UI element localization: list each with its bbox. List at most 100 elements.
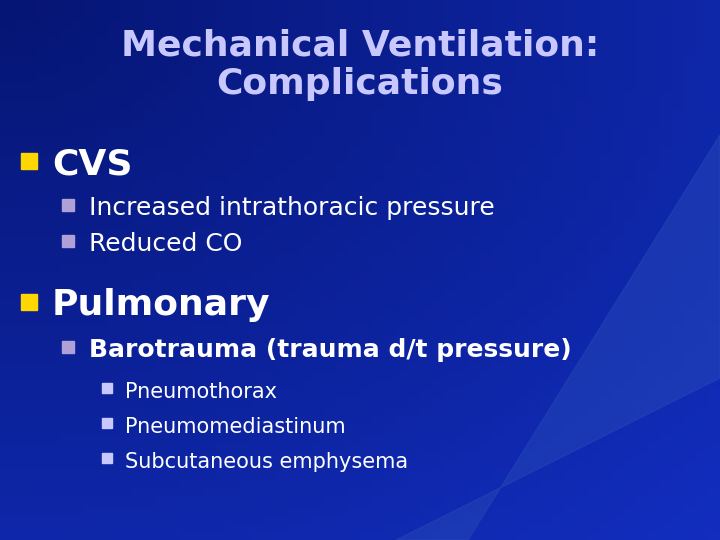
Bar xyxy=(456,162,468,171)
Bar xyxy=(696,513,708,522)
Bar xyxy=(0,360,12,369)
Bar xyxy=(0,387,12,396)
Bar xyxy=(264,351,276,360)
Bar xyxy=(696,414,708,423)
Bar xyxy=(540,360,552,369)
Bar xyxy=(72,72,84,81)
Bar xyxy=(384,144,396,153)
Bar xyxy=(300,468,312,477)
Bar xyxy=(432,306,444,315)
Bar xyxy=(12,198,24,207)
Bar xyxy=(372,162,384,171)
Bar xyxy=(84,81,96,90)
Bar xyxy=(252,414,264,423)
Bar xyxy=(672,423,684,432)
Bar xyxy=(132,198,144,207)
Bar xyxy=(540,216,552,225)
Bar xyxy=(420,486,432,495)
Bar xyxy=(624,504,636,513)
Bar xyxy=(636,189,648,198)
Bar xyxy=(324,342,336,351)
Bar xyxy=(120,270,132,279)
Bar xyxy=(96,63,108,72)
Bar xyxy=(684,315,696,324)
Bar xyxy=(432,18,444,27)
Bar xyxy=(228,333,240,342)
Bar xyxy=(120,459,132,468)
Bar xyxy=(384,486,396,495)
Bar xyxy=(96,153,108,162)
Bar xyxy=(360,504,372,513)
Bar xyxy=(144,459,156,468)
Bar xyxy=(456,477,468,486)
Bar xyxy=(132,279,144,288)
Bar xyxy=(240,144,252,153)
Bar xyxy=(408,99,420,108)
Bar xyxy=(312,252,324,261)
Bar xyxy=(288,423,300,432)
Bar xyxy=(192,63,204,72)
Bar xyxy=(252,18,264,27)
Bar xyxy=(420,513,432,522)
Bar xyxy=(696,378,708,387)
Bar xyxy=(120,297,132,306)
Bar xyxy=(468,387,480,396)
Bar xyxy=(96,36,108,45)
Bar xyxy=(540,72,552,81)
Bar xyxy=(396,468,408,477)
Bar xyxy=(696,342,708,351)
Bar xyxy=(324,135,336,144)
Bar xyxy=(648,189,660,198)
Bar xyxy=(648,126,660,135)
Bar xyxy=(96,351,108,360)
Bar xyxy=(240,153,252,162)
Bar xyxy=(240,414,252,423)
Bar xyxy=(456,441,468,450)
Bar xyxy=(276,171,288,180)
Bar xyxy=(60,459,72,468)
Bar xyxy=(252,486,264,495)
Bar xyxy=(60,396,72,405)
Bar xyxy=(540,180,552,189)
Bar xyxy=(516,162,528,171)
Bar xyxy=(288,378,300,387)
Bar xyxy=(168,315,180,324)
Bar xyxy=(432,144,444,153)
Bar xyxy=(168,27,180,36)
Bar xyxy=(192,99,204,108)
Bar xyxy=(624,207,636,216)
Bar xyxy=(660,18,672,27)
Bar xyxy=(588,468,600,477)
Bar xyxy=(348,360,360,369)
Bar xyxy=(432,495,444,504)
Bar xyxy=(324,126,336,135)
Bar xyxy=(336,432,348,441)
Bar xyxy=(252,324,264,333)
Bar xyxy=(120,45,132,54)
Bar xyxy=(96,369,108,378)
Bar xyxy=(684,513,696,522)
Bar xyxy=(648,45,660,54)
Bar xyxy=(468,0,480,9)
Bar xyxy=(468,18,480,27)
Bar xyxy=(144,108,156,117)
Bar xyxy=(648,207,660,216)
Bar xyxy=(228,63,240,72)
Bar xyxy=(624,117,636,126)
Bar xyxy=(24,252,36,261)
Bar xyxy=(0,18,12,27)
Bar xyxy=(408,243,420,252)
Bar xyxy=(504,396,516,405)
Bar xyxy=(336,135,348,144)
Bar xyxy=(492,216,504,225)
Bar xyxy=(144,135,156,144)
Bar xyxy=(684,405,696,414)
Bar xyxy=(24,216,36,225)
Bar xyxy=(564,144,576,153)
Bar xyxy=(384,369,396,378)
Bar xyxy=(96,9,108,18)
Bar xyxy=(156,63,168,72)
Bar xyxy=(288,405,300,414)
Bar xyxy=(564,225,576,234)
Bar xyxy=(240,405,252,414)
